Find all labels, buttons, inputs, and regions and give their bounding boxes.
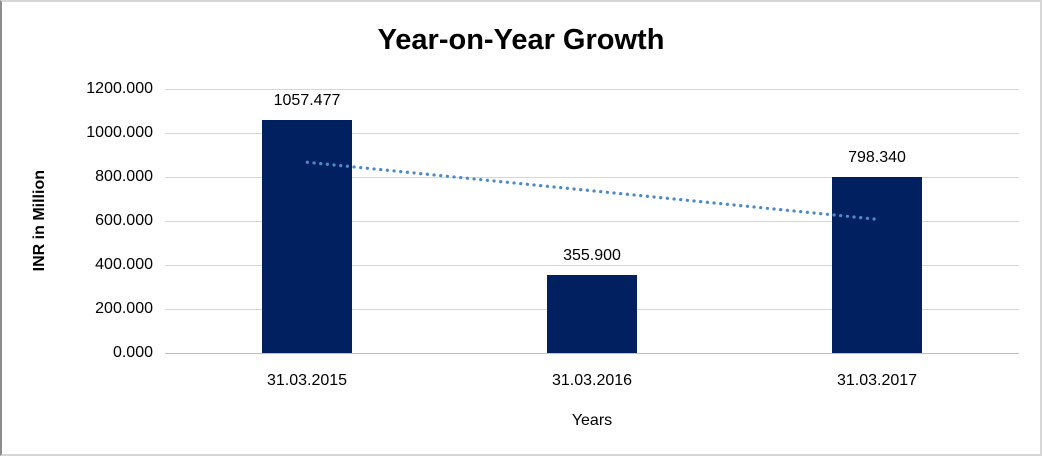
- y-tick-label: 0.000: [112, 344, 153, 361]
- y-tick-label: 1000.000: [86, 124, 153, 141]
- bar-value-label: 355.900: [563, 247, 621, 264]
- x-tick-label: 31.03.2016: [551, 372, 633, 389]
- trendline-path: [305, 160, 879, 221]
- gridline: [165, 265, 1019, 266]
- y-tick-label: 1200.000: [86, 80, 153, 97]
- bar-value-label: 798.340: [848, 149, 906, 166]
- bar-31.03.2017: [832, 177, 922, 353]
- chart-title: Year-on-Year Growth: [377, 24, 665, 56]
- x-tick-label: 31.03.2017: [836, 372, 918, 389]
- gridline: [165, 133, 1019, 134]
- x-axis-line: [165, 353, 1019, 354]
- x-axis-title: Years: [571, 412, 613, 429]
- gridline: [165, 221, 1019, 222]
- bar-value-label: 1057.477: [273, 92, 341, 109]
- x-tick-label: 31.03.2015: [266, 372, 348, 389]
- y-tick-label: 400.000: [95, 256, 153, 273]
- y-tick-label: 800.000: [95, 168, 153, 185]
- bar-31.03.2016: [547, 275, 637, 353]
- y-tick-label: 600.000: [95, 212, 153, 229]
- gridline: [165, 89, 1019, 90]
- y-tick-label: 200.000: [95, 300, 153, 317]
- bar-31.03.2015: [262, 120, 352, 353]
